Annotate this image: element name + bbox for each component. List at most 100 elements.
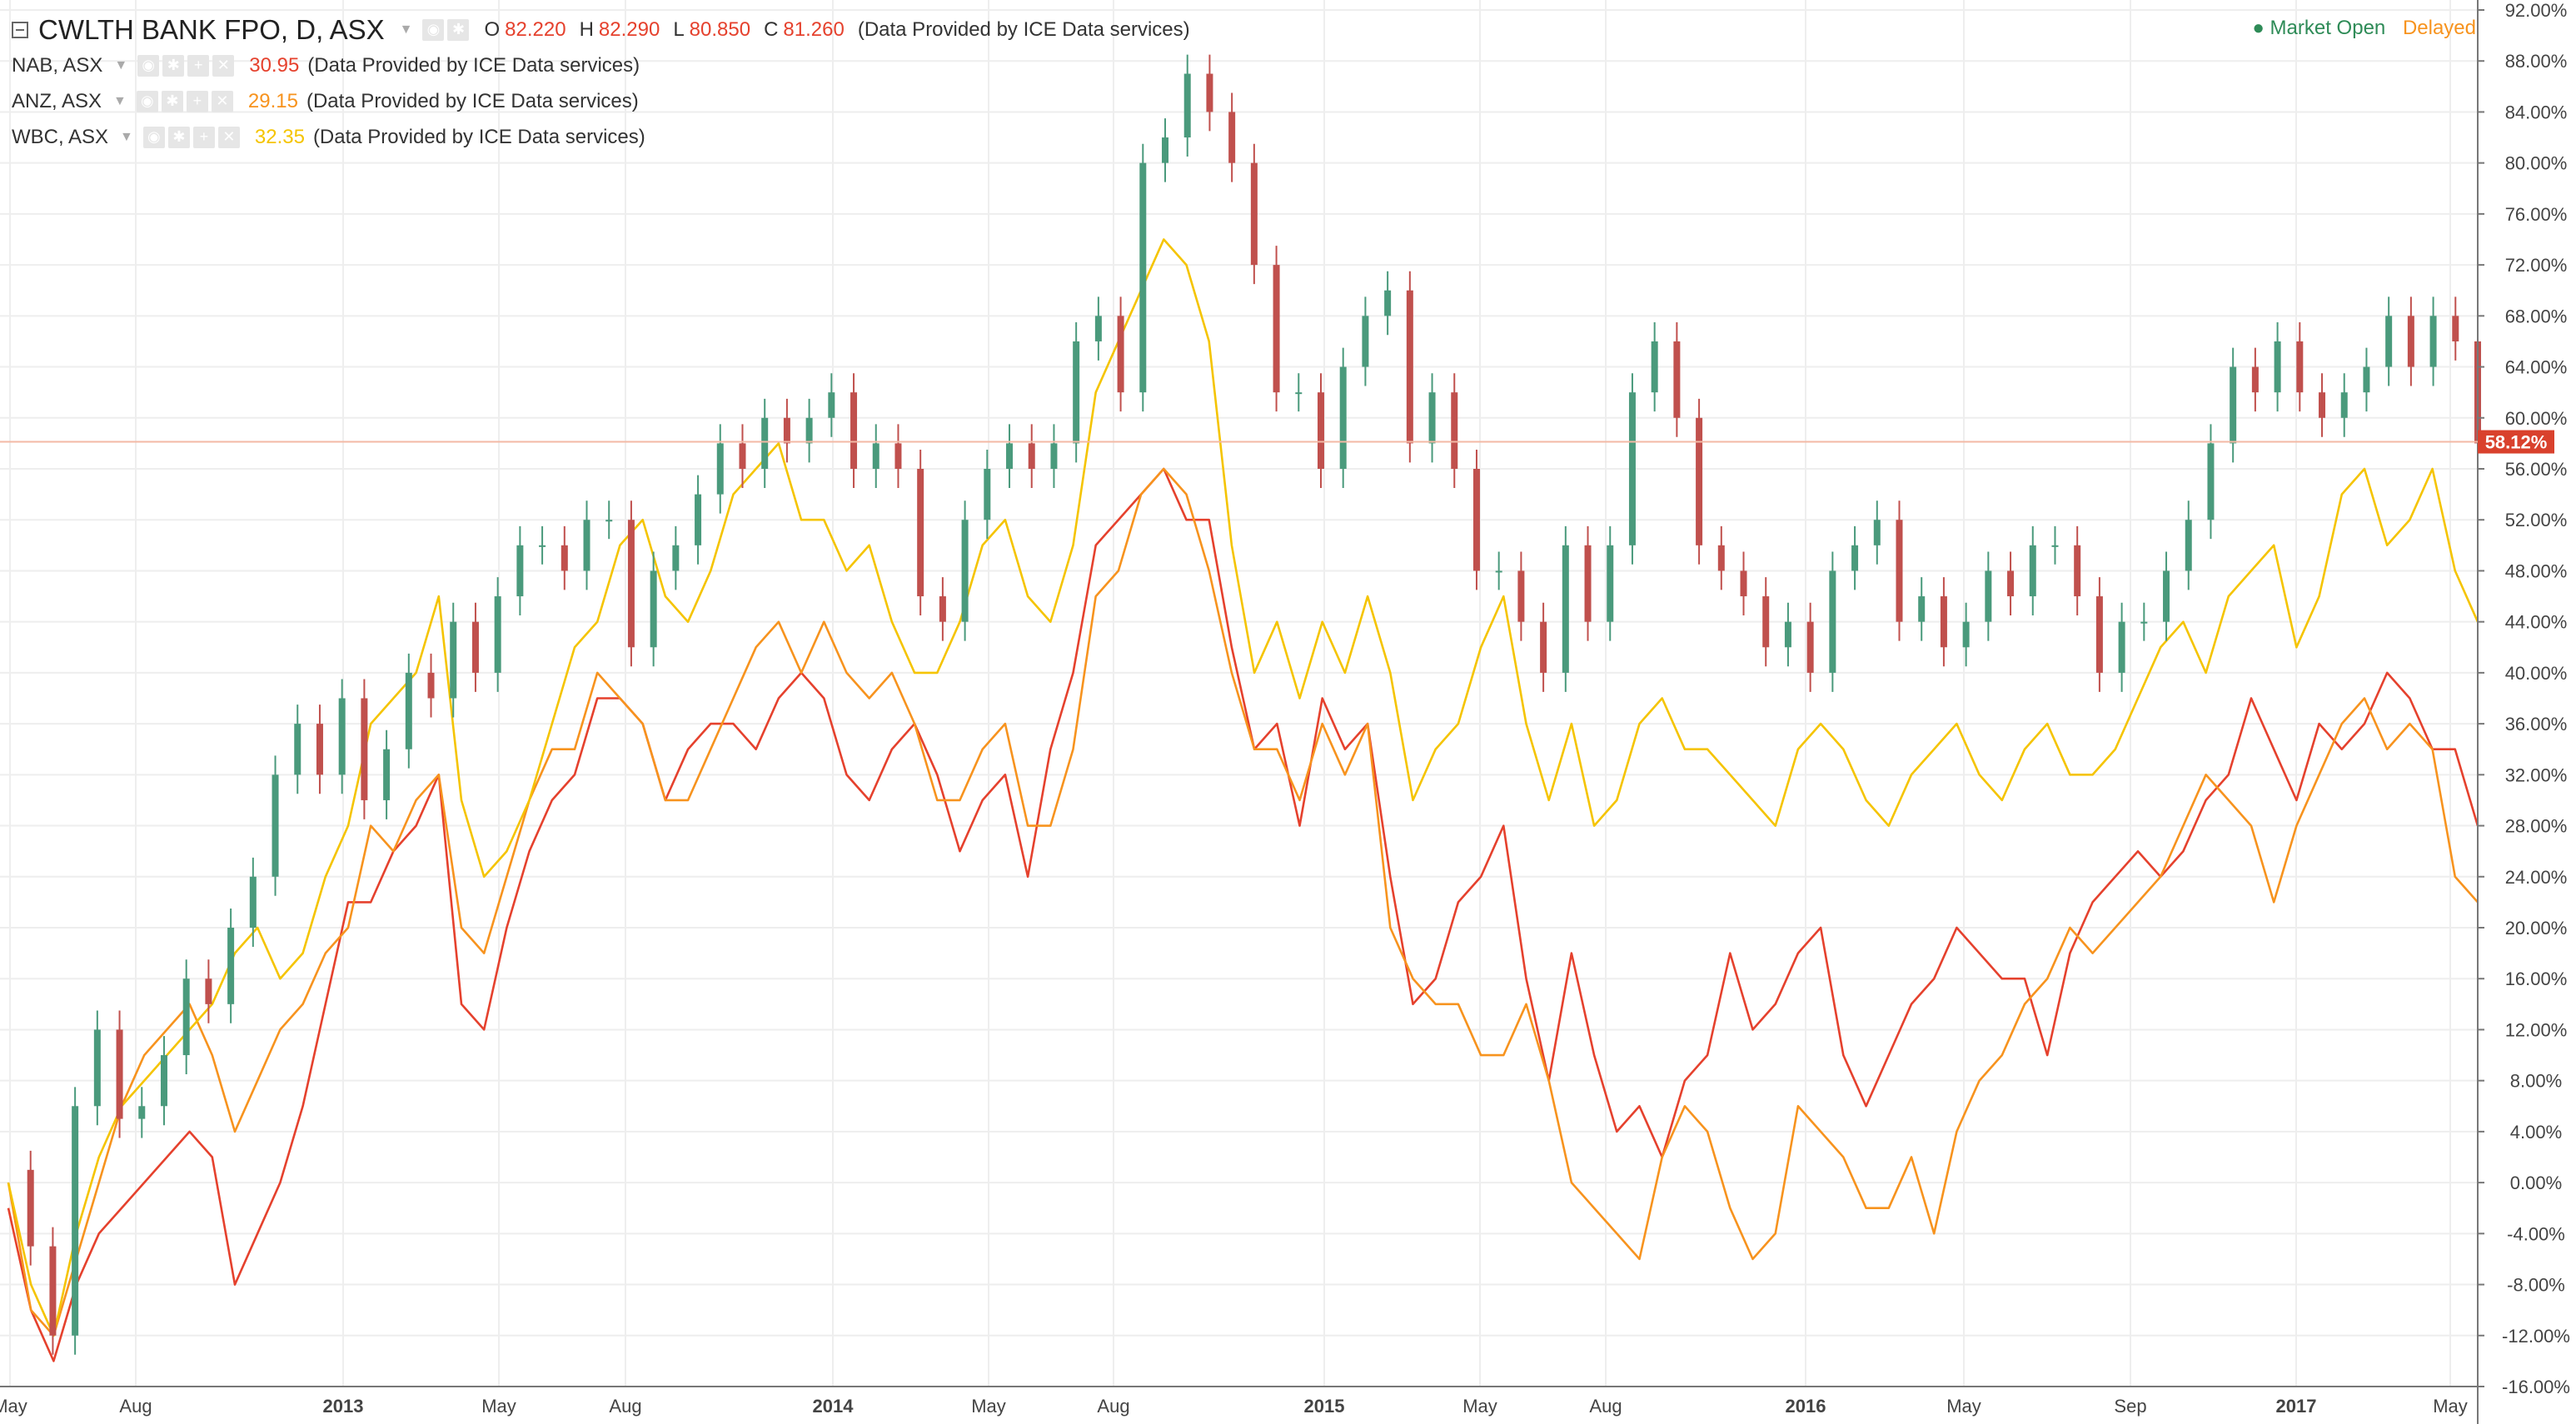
candle-body (1183, 73, 1191, 138)
chevron-down-icon[interactable]: ▼ (120, 129, 133, 144)
eye-icon[interactable]: ◉ (142, 126, 165, 148)
x-tick-label: Aug (1589, 1396, 1622, 1417)
candle-body (984, 469, 991, 520)
y-tick-label: -4.00% (2507, 1223, 2565, 1244)
wbc-series-line (7, 238, 2479, 1337)
gear-icon[interactable]: ✱ (161, 90, 183, 112)
candle-body (2007, 570, 2015, 597)
legend-symbol[interactable]: ANZ, ASX (12, 89, 102, 112)
close-icon[interactable]: ✕ (212, 54, 235, 77)
candle-body (338, 698, 346, 775)
candle-body (516, 545, 524, 597)
close-icon[interactable]: ✕ (217, 126, 240, 148)
close-label: C (764, 17, 779, 41)
candle-body (1918, 596, 1926, 622)
legend-value: 30.95 (249, 53, 300, 77)
candle-body (2095, 596, 2103, 673)
y-tick-label: 64.00% (2505, 357, 2568, 378)
candle-body (1628, 392, 1636, 545)
x-tick-label: 2013 (323, 1396, 364, 1417)
legend-row: WBC, ASX ▼ ◉ ✱ + ✕ 32.35 (Data Provided by ICE … (12, 119, 1190, 155)
candle-body (1362, 316, 1369, 367)
candle-body (361, 698, 368, 800)
candle-body (1784, 621, 1791, 648)
candle-body (2230, 366, 2237, 444)
x-tick-label: May (1946, 1396, 1981, 1417)
eye-icon[interactable]: ◉ (137, 54, 160, 77)
gear-icon[interactable]: ✱ (162, 54, 185, 77)
candle-body (1540, 621, 1547, 673)
candle-body (1673, 341, 1681, 418)
candle-body (294, 724, 301, 775)
open-value: 82.220 (505, 17, 566, 41)
eye-icon[interactable]: ◉ (136, 90, 158, 112)
collapse-icon[interactable] (12, 21, 28, 38)
x-tick-label: Aug (119, 1396, 152, 1417)
candle-body (93, 1029, 101, 1107)
candle-body (2340, 392, 2348, 418)
candle-body (2319, 392, 2326, 418)
candle-body (1851, 545, 1859, 571)
candle-body (761, 417, 769, 469)
candle-body (1206, 73, 1213, 112)
legend-symbol[interactable]: NAB, ASX (12, 53, 103, 77)
candle-body (627, 520, 635, 648)
y-tick-label: 16.00% (2505, 968, 2568, 989)
main-symbol-label[interactable]: CWLTH BANK FPO, D, ASX (38, 13, 385, 45)
y-tick-label: 88.00% (2505, 51, 2568, 72)
candle-body (2207, 443, 2215, 520)
candle-body (805, 417, 813, 444)
candle-body (1073, 341, 1080, 444)
candle-body (1696, 417, 1703, 545)
close-icon[interactable]: ✕ (211, 90, 233, 112)
legend-symbol[interactable]: WBC, ASX (12, 125, 109, 148)
open-label: O (484, 17, 501, 41)
candle-body (1940, 596, 1947, 648)
provider-note: (Data Provided by ICE Data services) (857, 17, 1190, 41)
candle-body (1295, 392, 1303, 395)
legend: CWLTH BANK FPO, D, ASX ▼ ◉ ✱ O 82.220 H … (12, 12, 1190, 155)
main-symbol-buttons: ◉ ✱ (422, 18, 470, 41)
y-tick-label: 52.00% (2505, 510, 2568, 530)
plus-icon[interactable]: + (187, 54, 210, 77)
plus-icon[interactable]: + (186, 90, 208, 112)
candle-body (1896, 520, 1903, 622)
eye-icon[interactable]: ◉ (422, 18, 445, 41)
candle-body (1562, 545, 1569, 673)
candle-body (2029, 545, 2036, 597)
candle-body (405, 672, 412, 749)
candle-body (138, 1106, 146, 1119)
candle-body (1451, 392, 1458, 469)
candle-body (1384, 290, 1392, 316)
candle-body (2407, 316, 2414, 367)
candle-body (49, 1246, 57, 1336)
current-value-badge (2478, 430, 2554, 454)
plus-icon[interactable]: + (192, 126, 215, 148)
gear-icon[interactable]: ✱ (167, 126, 190, 148)
candle-body (1517, 570, 1525, 622)
legend-buttons: ◉ ✱ + ✕ (137, 54, 235, 77)
y-tick-label: 92.00% (2505, 0, 2568, 21)
chevron-down-icon[interactable]: ▼ (113, 93, 127, 108)
candle-body (116, 1029, 123, 1119)
market-open-label: Market Open (2270, 17, 2386, 39)
status-dot-icon: ● (2252, 17, 2265, 39)
candle-body (450, 621, 457, 699)
candle-body (939, 596, 946, 622)
anz-series-line (7, 467, 2479, 1337)
candle-body (1317, 392, 1324, 469)
candle-body (1829, 570, 1836, 673)
chevron-down-icon[interactable]: ▼ (114, 57, 128, 72)
chevron-down-icon[interactable]: ▼ (399, 22, 413, 37)
x-tick-label: Aug (609, 1396, 641, 1417)
y-tick-label: 20.00% (2505, 918, 2568, 939)
candle-body (739, 443, 746, 469)
legend-note: (Data Provided by ICE Data services) (312, 125, 645, 148)
legend-note: (Data Provided by ICE Data services) (307, 53, 640, 77)
gear-icon[interactable]: ✱ (447, 18, 470, 41)
x-tick-label: May (481, 1396, 516, 1417)
main-symbol-row: CWLTH BANK FPO, D, ASX ▼ ◉ ✱ O 82.220 H … (12, 12, 1190, 47)
legend-row: NAB, ASX ▼ ◉ ✱ + ✕ 30.95 (Data Provided by ICE … (12, 47, 1190, 83)
